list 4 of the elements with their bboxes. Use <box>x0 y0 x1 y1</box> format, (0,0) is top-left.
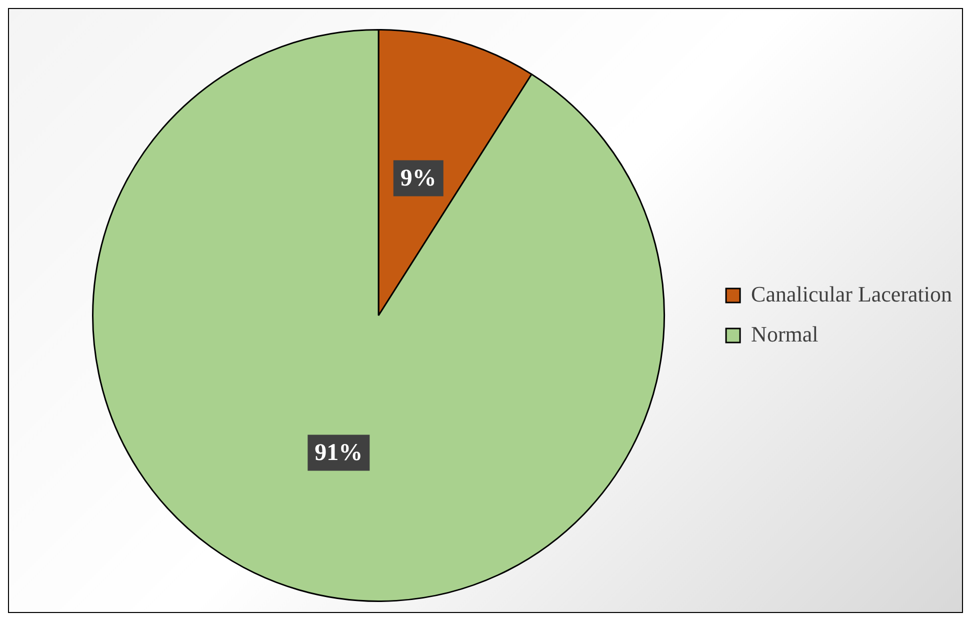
data-label: 9% <box>400 166 436 192</box>
legend-label: Normal <box>751 321 818 346</box>
data-label: 91% <box>314 440 363 466</box>
legend-label: Canalicular Laceration <box>751 281 952 306</box>
